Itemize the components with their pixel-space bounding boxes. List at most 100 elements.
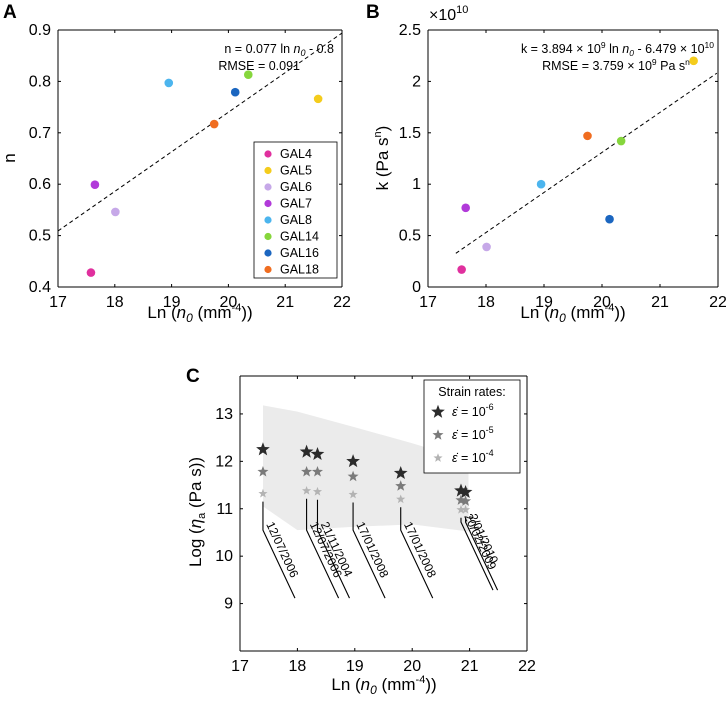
y-tick-label: 0.8: [29, 73, 51, 90]
star-rate-m5-point: [301, 465, 313, 477]
legend-label-gal14: GAL14: [280, 230, 319, 244]
date-leader-line: [465, 517, 499, 591]
viscosity-range-band: [263, 405, 469, 532]
star-rate-m6-point: [393, 466, 408, 480]
legend-marker-gal14: [264, 232, 272, 241]
legend-marker-gal5: [264, 166, 272, 175]
star-rate-m5-point: [395, 480, 407, 491]
legend-marker-gal16: [264, 249, 272, 257]
fit-line: [57, 32, 343, 232]
legend-label-gal6: GAL6: [280, 180, 312, 194]
y-tick-label: 2.5: [399, 22, 421, 39]
legend-marker-gal18: [264, 265, 272, 274]
x-tick-label: 20: [593, 294, 611, 311]
x-tick-label: 21: [461, 658, 479, 675]
y-axis-label: n: [0, 153, 19, 162]
point-gal16: [605, 214, 614, 224]
legend-star-marker: [433, 453, 443, 462]
star-rate-m4-point: [396, 494, 406, 504]
y-tick-label: 0.4: [29, 279, 51, 296]
star-rate-m4-point: [461, 504, 471, 514]
star-rate-m4-point: [348, 489, 358, 499]
point-gal18: [583, 131, 592, 141]
x-tick-label: 17: [49, 294, 67, 311]
date-leader-line: [352, 502, 386, 599]
star-rate-m6-point: [299, 444, 314, 458]
point-gal16: [230, 87, 240, 97]
x-tick-label: 22: [333, 294, 351, 311]
legend-label-gal8: GAL8: [280, 213, 312, 227]
legend-label-gal5: GAL5: [280, 164, 312, 178]
y-tick-label: 12: [215, 453, 233, 470]
legend: GAL4 GAL5 GAL6 GAL7 GAL8 GAL14 GAL16 GAL18: [253, 141, 338, 279]
x-tick-label: 19: [346, 658, 364, 675]
y-axis-label: Log (ηa (Pa s)): [186, 457, 208, 567]
date-leader-line: [400, 507, 434, 599]
date-leader-line: [316, 499, 350, 599]
star-rate-m6-point: [458, 484, 473, 498]
point-gal7: [461, 203, 471, 213]
panel-b-chart: 17 18 19 20 21 22 0 0.5 1 1.5 2 2.5 ×1010 k = 3.894…: [372, 4, 726, 325]
legend-star-marker: [432, 429, 444, 440]
x-tick-label: 17: [231, 658, 249, 675]
y-tick-label: 0.9: [29, 22, 51, 39]
star-rate-m5-point: [347, 470, 359, 482]
legend-marker-gal4: [264, 150, 272, 158]
x-tick-label: 19: [535, 294, 553, 311]
x-tick-label: 21: [276, 294, 294, 311]
panel-label-b: B: [366, 2, 380, 23]
x-axis-label: Ln (n0 (mm-4)): [520, 302, 625, 325]
legend-label-gal7: GAL7: [280, 197, 312, 211]
legend-label-gal16: GAL16: [280, 246, 319, 260]
x-tick-label: 18: [289, 658, 307, 675]
point-gal8: [536, 179, 546, 189]
star-rate-m5-point: [460, 495, 472, 506]
y-tick-label: 2: [412, 73, 421, 90]
legend-label-gal18: GAL18: [280, 263, 319, 277]
x-tick-label: 20: [220, 294, 238, 311]
legend-star-marker: [431, 404, 445, 418]
x-tick-label: 22: [709, 294, 726, 311]
date-leader-line: [460, 517, 494, 591]
legend-marker-gal7: [264, 199, 272, 208]
point-gal5: [689, 56, 698, 66]
rmse-label: RMSE = 3.759 × 109 Pa sn: [542, 57, 690, 73]
star-rate-m6-point: [310, 447, 325, 461]
y-multiplier: ×1010: [429, 4, 468, 24]
legend-label-gal4: GAL4: [280, 147, 312, 161]
x-tick-label: 22: [518, 658, 536, 675]
y-axis-label: k (Pa sn): [372, 126, 392, 191]
x-tick-label: 20: [403, 658, 421, 675]
point-gal4: [86, 268, 96, 277]
y-tick-label: 1.5: [399, 125, 421, 142]
point-gal8: [164, 78, 174, 88]
panel-label-c: C: [186, 366, 200, 387]
star-rate-m6-point: [256, 442, 270, 456]
y-tick-label: 0.5: [29, 228, 51, 245]
star-rate-m5-point: [311, 465, 324, 477]
point-gal6: [482, 242, 491, 252]
legend-label-strain-rate: ε̇ = 10-5: [452, 425, 494, 442]
y-tick-label: 9: [224, 596, 233, 613]
point-gal6: [111, 207, 120, 217]
legend-marker-gal6: [264, 183, 272, 191]
point-gal14: [616, 136, 626, 146]
date-leader-line: [262, 501, 296, 599]
y-tick-label: 0.7: [29, 125, 51, 142]
star-rate-m4-point: [456, 504, 466, 514]
legend-title: Strain rates:: [438, 385, 505, 399]
x-tick-label: 18: [106, 294, 124, 311]
y-tick-label: 10: [215, 548, 233, 565]
y-tick-label: 0: [412, 279, 421, 296]
x-tick-label: 18: [477, 294, 495, 311]
star-rate-m6-point: [346, 454, 360, 468]
x-tick-label: 17: [419, 294, 437, 311]
date-leader-line: [306, 498, 340, 599]
legend-marker-gal8: [264, 216, 272, 224]
legend-label-strain-rate: ε̇ = 10-4: [452, 448, 494, 465]
point-gal14: [243, 70, 253, 80]
x-axis-label: Ln (n0 (mm-4)): [331, 674, 436, 697]
fit-line: [455, 72, 718, 254]
